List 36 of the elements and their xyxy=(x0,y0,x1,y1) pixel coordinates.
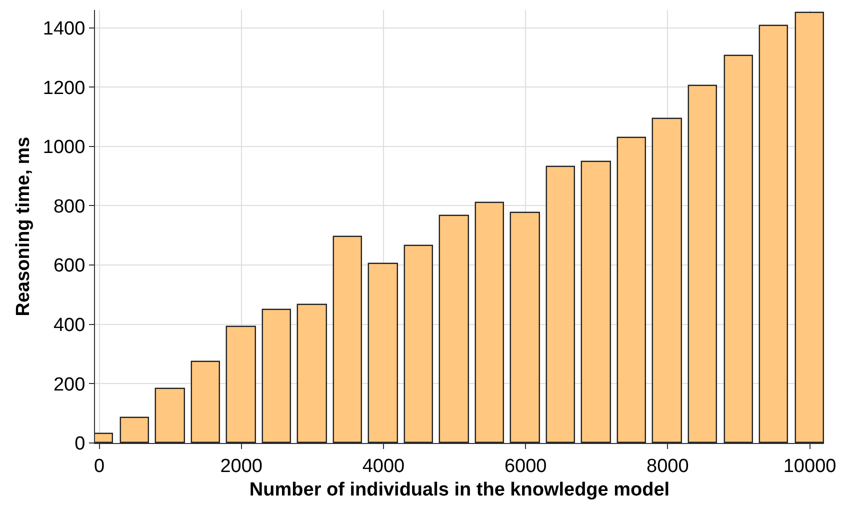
y-tick-label: 200 xyxy=(53,374,86,396)
x-tick-label: 0 xyxy=(94,456,105,477)
y-tick-label: 800 xyxy=(53,196,86,218)
bar xyxy=(120,416,149,443)
bar xyxy=(296,304,327,443)
y-tick-label: 1000 xyxy=(42,137,86,158)
bar xyxy=(332,236,362,443)
bar xyxy=(546,166,575,443)
bar xyxy=(724,54,753,443)
x-tick-label: 2000 xyxy=(220,456,263,477)
bar xyxy=(368,262,398,443)
bar xyxy=(758,24,788,443)
y-tick-label: 0 xyxy=(74,434,86,455)
bar xyxy=(190,360,220,443)
bar xyxy=(652,118,682,443)
y-tick-label: 600 xyxy=(53,256,86,277)
bar xyxy=(438,214,469,443)
y-tick-label: 400 xyxy=(53,315,86,336)
bar xyxy=(794,12,824,443)
x-tick-label: 6000 xyxy=(504,456,547,477)
x-tick-label: 8000 xyxy=(646,456,689,477)
x-axis-title: Number of individuals in the knowledge model xyxy=(249,480,670,501)
bar xyxy=(154,388,185,443)
bar xyxy=(226,326,256,443)
bar xyxy=(616,136,646,443)
x-tick-label: 4000 xyxy=(362,456,405,477)
y-tick-label: 1400 xyxy=(42,18,86,40)
bar xyxy=(580,160,611,443)
y-axis-title: Reasoning time, ms xyxy=(12,136,34,316)
bar xyxy=(404,244,433,443)
bar xyxy=(688,84,717,443)
y-tick-label: 1200 xyxy=(42,78,86,99)
bar xyxy=(262,308,291,443)
bar xyxy=(510,212,540,443)
bar xyxy=(474,202,504,443)
x-tick-label: 10000 xyxy=(783,456,836,477)
